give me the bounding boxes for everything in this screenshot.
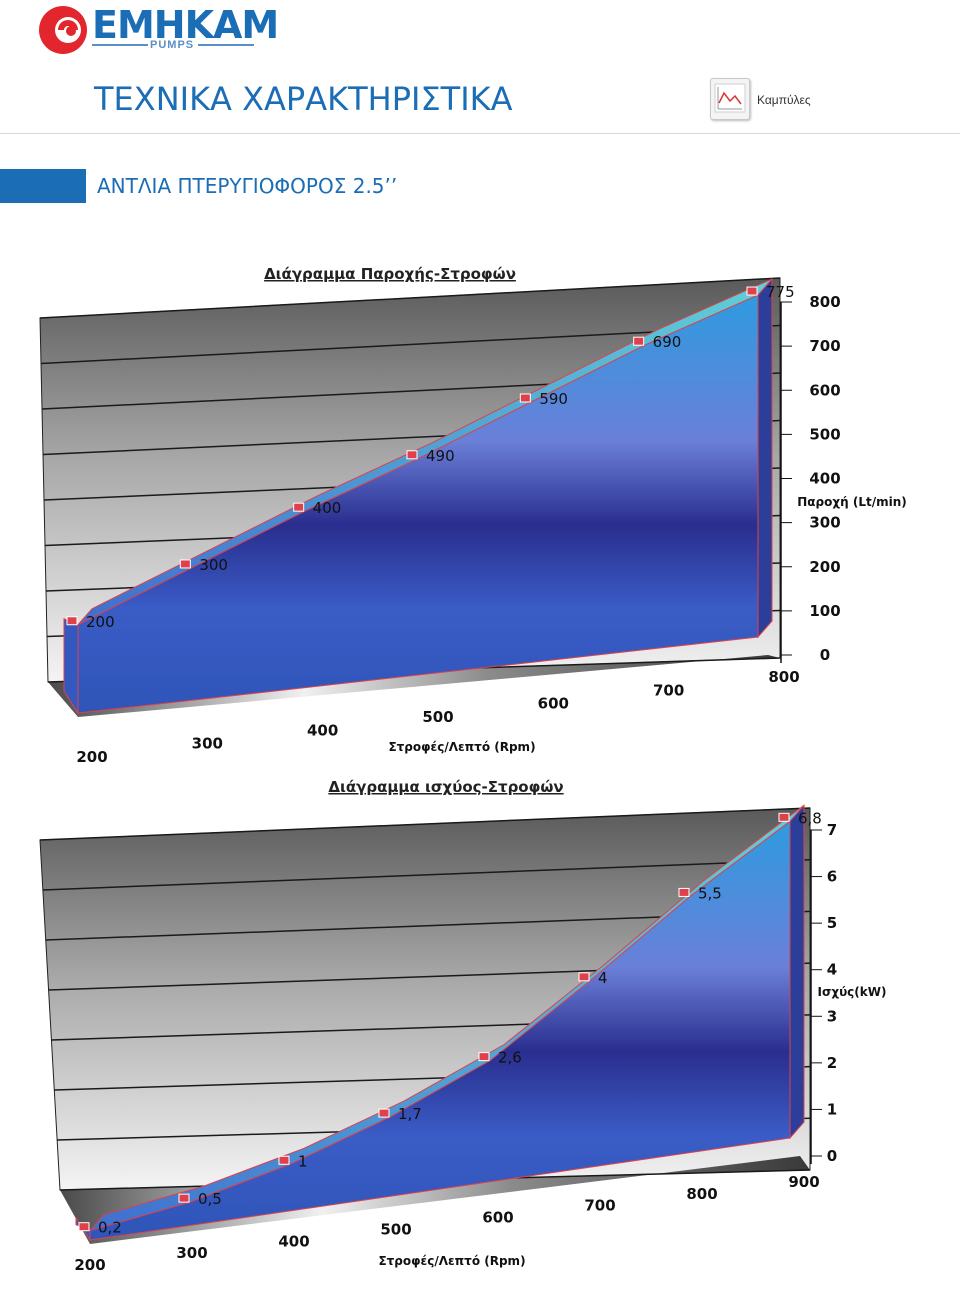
y-tick-label: 100 <box>809 602 840 620</box>
data-point-marker <box>519 393 531 403</box>
data-point-marker <box>293 502 305 512</box>
data-label: 490 <box>426 447 455 465</box>
data-label: 590 <box>539 390 568 408</box>
x-tick-label: 200 <box>76 748 107 766</box>
x-tick-label: 500 <box>422 708 453 726</box>
y-tick-label: 0 <box>827 1147 837 1165</box>
section-accent-bar <box>0 169 86 203</box>
series-end-face <box>789 803 805 1140</box>
x-tick-label: 800 <box>768 668 799 686</box>
curves-label[interactable]: Καμπύλες <box>757 93 811 107</box>
x-axis-label: Στροφές/Λεπτό (Rpm) <box>378 1254 525 1268</box>
data-point-marker <box>478 1052 490 1062</box>
chart-floor <box>48 655 780 717</box>
x-tick-label: 300 <box>176 1244 207 1262</box>
y-tick-label: 6 <box>827 868 837 886</box>
logo-swirl-icon <box>39 6 87 54</box>
data-point-marker <box>578 972 590 982</box>
data-point-marker <box>746 286 758 296</box>
y-axis-label: Ισχύς(kW) <box>818 985 887 999</box>
data-point-marker <box>78 1222 90 1232</box>
header-divider <box>0 133 960 134</box>
line-chart-icon <box>714 83 746 113</box>
series-area <box>77 294 759 714</box>
data-label: 0,2 <box>98 1219 122 1237</box>
y-tick-label: 1 <box>827 1100 837 1118</box>
x-tick-label: 600 <box>538 695 569 713</box>
data-label: 0,5 <box>198 1190 222 1208</box>
data-point-marker <box>66 616 78 626</box>
page-title: ΤΕΧΝΙΚΑ ΧΑΡΑΚΤΗΡΙΣΤΙΚΑ <box>94 80 513 118</box>
data-point-marker <box>633 336 645 346</box>
x-tick-label: 400 <box>307 721 338 739</box>
gridline <box>39 277 781 319</box>
series-area <box>89 820 791 1241</box>
data-point-marker <box>179 559 191 569</box>
chart-title: Διάγραμμα Παροχής-Στροφών <box>264 265 516 283</box>
data-label: 1,7 <box>398 1105 422 1123</box>
data-label: 1 <box>298 1152 308 1170</box>
data-point-marker <box>678 887 690 897</box>
data-label: 690 <box>653 333 682 351</box>
y-tick-label: 7 <box>827 821 837 839</box>
series-start-face <box>63 617 79 715</box>
data-label: 400 <box>313 499 342 517</box>
brand-divider <box>198 44 254 46</box>
data-label: 5,5 <box>698 884 722 902</box>
y-tick-label: 2 <box>827 1054 837 1072</box>
data-label: 2,6 <box>498 1049 522 1067</box>
x-tick-label: 700 <box>653 681 684 699</box>
power-rpm-chart: 0,2 0,5 1 1,7 2,6 4 5,5 6,8 0 1 2 3 4 5 6 7 200 300 400 500… <box>39 778 887 1274</box>
curves-button[interactable] <box>710 78 750 120</box>
brand-divider <box>92 44 148 46</box>
brand-subtitle: PUMPS <box>150 39 195 51</box>
y-tick-label: 200 <box>809 558 840 576</box>
chart-floor <box>60 1156 810 1244</box>
y-tick-label: 0 <box>820 646 830 664</box>
brand-name: EMHKAM <box>92 3 279 47</box>
gridline <box>42 858 811 891</box>
x-tick-label: 900 <box>788 1173 819 1191</box>
flow-rpm-chart: 200 300 400 490 590 690 775 0 100 200 300 400 500 600… <box>39 265 907 766</box>
data-point-marker <box>278 1155 290 1165</box>
y-tick-label: 500 <box>809 425 840 443</box>
y-tick-label: 600 <box>809 381 840 399</box>
data-point-marker <box>778 812 790 822</box>
data-label: 4 <box>598 969 608 987</box>
x-axis-label: Στροφές/Λεπτό (Rpm) <box>388 740 535 754</box>
data-label: 300 <box>199 556 228 574</box>
x-tick-label: 400 <box>278 1232 309 1250</box>
section-subtitle: ΑΝΤΛΙΑ ΠΤΕΡΥΓΙΟΦΟΡΟΣ 2.5’’ <box>97 174 398 198</box>
x-tick-label: 300 <box>192 735 223 753</box>
y-tick-label: 700 <box>809 337 840 355</box>
data-label: 6,8 <box>798 809 822 827</box>
data-point-marker <box>178 1193 190 1203</box>
data-point-marker <box>406 450 418 460</box>
data-label: 775 <box>766 283 795 301</box>
y-tick-label: 300 <box>809 514 840 532</box>
brand-logo <box>38 4 268 56</box>
y-axis-label: Παροχή (Lt/min) <box>797 495 906 509</box>
x-tick-label: 800 <box>686 1185 717 1203</box>
data-label: 200 <box>86 613 115 631</box>
gridline <box>39 807 811 841</box>
y-tick-label: 5 <box>827 914 837 932</box>
chart-title: Διάγραμμα ισχύος-Στροφών <box>328 778 563 796</box>
y-tick-label: 4 <box>827 961 837 979</box>
x-tick-label: 500 <box>380 1220 411 1238</box>
data-point-marker <box>378 1108 390 1118</box>
x-tick-label: 600 <box>482 1209 513 1227</box>
y-tick-label: 800 <box>809 293 840 311</box>
x-tick-label: 700 <box>584 1197 615 1215</box>
series-end-face <box>757 277 773 639</box>
y-tick-label: 3 <box>827 1007 837 1025</box>
x-tick-label: 200 <box>74 1256 105 1274</box>
y-tick-label: 400 <box>809 470 840 488</box>
